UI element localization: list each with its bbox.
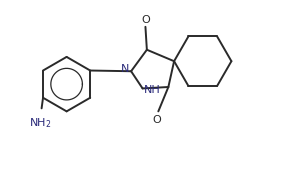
Text: N: N [121,64,130,74]
Text: O: O [153,115,161,125]
Text: NH$_2$: NH$_2$ [29,116,52,130]
Text: O: O [141,15,150,25]
Text: NH: NH [144,85,161,95]
